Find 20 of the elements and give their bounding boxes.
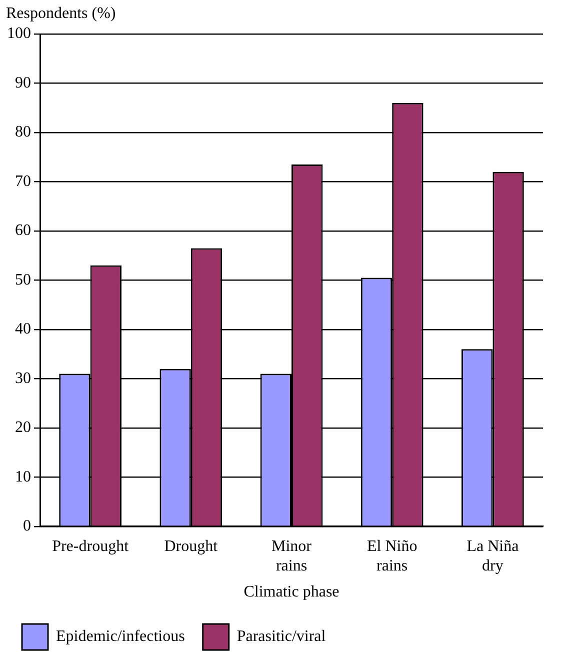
legend-label: Parasitic/viral bbox=[236, 628, 326, 646]
x-tick-label: Minor rains bbox=[272, 538, 312, 574]
legend-label: Epidemic/infectious bbox=[56, 628, 185, 646]
y-tick-label: 30 bbox=[15, 370, 31, 387]
y-tick-label: 70 bbox=[15, 172, 31, 190]
y-tick-label: 80 bbox=[15, 124, 31, 141]
x-tick-label: El Niño rains bbox=[366, 538, 418, 574]
x-axis-title: Climatic phase bbox=[244, 584, 340, 601]
y-tick-label: 20 bbox=[15, 419, 31, 436]
x-tick-label: Drought bbox=[164, 538, 218, 556]
y-tick-label: 90 bbox=[15, 74, 31, 92]
x-tick-label: La Niña dry bbox=[466, 538, 519, 574]
y-tick-label: 0 bbox=[23, 518, 31, 535]
y-tick-label: 50 bbox=[15, 271, 31, 288]
y-axis-title: Respondents (%) bbox=[6, 5, 116, 22]
y-tick-label: 40 bbox=[15, 320, 31, 338]
y-tick-label: 10 bbox=[15, 468, 31, 486]
x-tick-label: Pre-drought bbox=[52, 538, 130, 556]
y-tick-label: 100 bbox=[7, 25, 31, 42]
y-tick-label: 60 bbox=[15, 222, 31, 240]
